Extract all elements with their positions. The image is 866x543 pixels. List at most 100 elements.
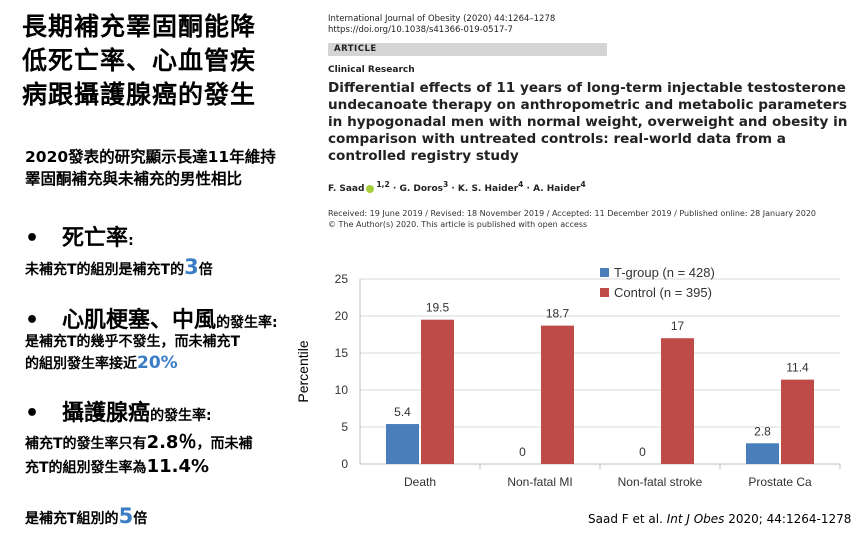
received-line: Received: 19 June 2019 / Revised: 18 Nov… xyxy=(328,209,817,218)
data-label: 19.5 xyxy=(426,301,450,315)
paper-title: Differential effects of 11 years of long… xyxy=(328,80,848,165)
bar-chart: 0 5 10 15 20 25 Percentile 5.4 19.5 Death 0 18.7 Non… xyxy=(295,265,841,489)
conclusion-highlight: 5 xyxy=(118,504,134,528)
cardio-heading-text: 心肌梗塞、中風 xyxy=(62,308,217,333)
bullet-dot: • xyxy=(25,308,40,333)
mortality-text-before: 未補充T的組別是補充T的 xyxy=(25,262,185,278)
prostate-control-value: 11.4% xyxy=(146,456,210,477)
prostate-line2: 充T的組別發生率為11.4% xyxy=(25,456,209,477)
author-affiliation: 4 xyxy=(518,180,524,189)
x-tick-label: Death xyxy=(404,475,436,489)
conclusion-before: 是補充T組別的 xyxy=(25,511,119,527)
bar-control xyxy=(661,338,694,464)
bar-t-group xyxy=(746,443,779,464)
title-line: 病跟攝護腺癌的發生 xyxy=(22,80,257,109)
conclusion-after: 倍 xyxy=(133,511,148,527)
author-name: A. Haider xyxy=(533,184,581,194)
conclusion-text: 是補充T組別的5倍 xyxy=(25,504,147,528)
journal-line: International Journal of Obesity (2020) … xyxy=(328,14,556,24)
legend-swatch xyxy=(600,268,609,277)
cardio-line2: 的組別發生率接近20% xyxy=(25,353,178,373)
x-tick-label: Non-fatal MI xyxy=(507,475,572,489)
prostate-line2-before: 充T的組別發生率為 xyxy=(25,460,147,476)
y-tick-label: 5 xyxy=(341,420,348,434)
mortality-text-after: 倍 xyxy=(198,262,213,278)
bullet-dot: • xyxy=(25,401,40,426)
author-separator: · xyxy=(523,184,534,194)
data-label: 18.7 xyxy=(546,307,570,321)
data-label: 0 xyxy=(639,445,646,459)
author-name: F. Saad xyxy=(328,184,365,194)
author-affiliation: 4 xyxy=(580,180,586,189)
cardio-suffix: 的發生率: xyxy=(216,315,278,331)
cardio-highlight: 20% xyxy=(137,353,178,373)
legend-label: T-group (n = 428) xyxy=(614,265,715,280)
cardio-line1: 是補充T的幾乎不發生，而未補充T xyxy=(25,334,241,350)
bar-control xyxy=(781,379,814,464)
prostate-heading: • 攝護腺癌的發生率: xyxy=(25,395,212,427)
y-tick-label: 25 xyxy=(335,272,349,286)
y-axis-label: Percentile xyxy=(295,340,311,402)
paper-title-line: comparison with untreated controls: real… xyxy=(328,131,786,147)
publication-dates: Received: 19 June 2019 / Revised: 18 Nov… xyxy=(328,209,816,230)
intro-line: 睪固酮補充與未補充的男性相比 xyxy=(25,170,243,188)
bar-control xyxy=(421,319,454,464)
author-affiliation: 1,2 xyxy=(376,180,390,189)
author-separator: · xyxy=(389,184,400,194)
title-line: 低死亡率、心血管疾 xyxy=(22,46,257,75)
reference-details: 2020; 44:1264-1278 xyxy=(724,512,852,526)
prostate-line1-after: ，而未補 xyxy=(196,436,253,452)
author-name: K. S. Haider xyxy=(457,184,519,194)
y-tick-label: 10 xyxy=(335,383,349,397)
mortality-colon: : xyxy=(128,233,134,249)
bar-t-group xyxy=(386,424,419,464)
prostate-line1-before: 補充T的發生率只有 xyxy=(25,436,147,452)
legend-swatch xyxy=(600,288,609,297)
legend-label: Control (n = 395) xyxy=(614,285,712,300)
data-label: 11.4 xyxy=(786,361,809,375)
doi-link[interactable]: https://doi.org/10.1038/s41366-019-0517-… xyxy=(328,25,513,35)
mortality-heading-text: 死亡率 xyxy=(62,226,129,251)
author-affiliation: 3 xyxy=(443,180,449,189)
intro-line: 2020發表的研究顯示長達11年維持 xyxy=(25,148,276,166)
article-label: ARTICLE xyxy=(328,43,607,56)
mortality-highlight: 3 xyxy=(184,255,199,279)
mortality-heading: • 死亡率: xyxy=(25,220,134,252)
cardio-heading: • 心肌梗塞、中風的發生率: xyxy=(25,302,278,334)
prostate-suffix: 的發生率: xyxy=(150,408,212,424)
prostate-heading-text: 攝護腺癌 xyxy=(62,401,151,426)
copyright-line: © The Author(s) 2020. This article is pu… xyxy=(328,219,588,229)
reference-journal: Int J Obes xyxy=(666,512,725,526)
author-separator: · xyxy=(448,184,458,194)
journal-info: International Journal of Obesity (2020) … xyxy=(328,14,555,36)
y-tick-label: 0 xyxy=(341,457,348,471)
slide-title: 長期補充睪固酮能降 低死亡率、心血管疾 病跟攝護腺癌的發生 xyxy=(22,10,314,112)
reference-authors: Saad F et al. xyxy=(588,512,667,526)
data-label: 0 xyxy=(519,445,526,459)
y-tick-label: 15 xyxy=(335,346,349,360)
bar-control xyxy=(541,325,574,464)
intro-text: 2020發表的研究顯示長達11年維持 睪固酮補充與未補充的男性相比 xyxy=(25,146,325,190)
prostate-t-value: 2.8％ xyxy=(146,432,197,453)
cardio-line2-before: 的組別發生率接近 xyxy=(25,356,137,372)
prostate-line1: 補充T的發生率只有2.8％，而未補 xyxy=(25,428,252,454)
data-label: 2.8 xyxy=(754,424,771,438)
author-name: G. Doros xyxy=(399,184,444,194)
data-label: 5.4 xyxy=(394,405,411,419)
y-tick-label: 20 xyxy=(335,309,349,323)
left-panel: 長期補充睪固酮能降 低死亡率、心血管疾 病跟攝護腺癌的發生 2020發表的研究顯… xyxy=(0,0,320,543)
mortality-text: 未補充T的組別是補充T的3倍 xyxy=(25,255,213,279)
paper-title-line: in hypogonadal men with normal weight, o… xyxy=(328,114,848,130)
section-label: Clinical Research xyxy=(328,65,415,75)
data-label: 17 xyxy=(671,319,685,333)
reference: Saad F et al. Int J Obes 2020; 44:1264-1… xyxy=(588,512,851,526)
orcid-icon[interactable] xyxy=(366,184,375,193)
author-list: F. Saad 1,2 · G. Doros3 · K. S. Haider4 ·… xyxy=(328,180,586,194)
paper-title-line: undecanoate therapy on anthropometric an… xyxy=(328,97,847,113)
title-line: 長期補充睪固酮能降 xyxy=(22,12,257,41)
x-tick-label: Prostate Ca xyxy=(748,475,812,489)
bullet-dot: • xyxy=(25,226,40,251)
paper-title-line: Differential effects of 11 years of long… xyxy=(328,80,846,96)
x-tick-label: Non-fatal stroke xyxy=(618,475,703,489)
paper-title-line: controlled registry study xyxy=(328,148,519,164)
